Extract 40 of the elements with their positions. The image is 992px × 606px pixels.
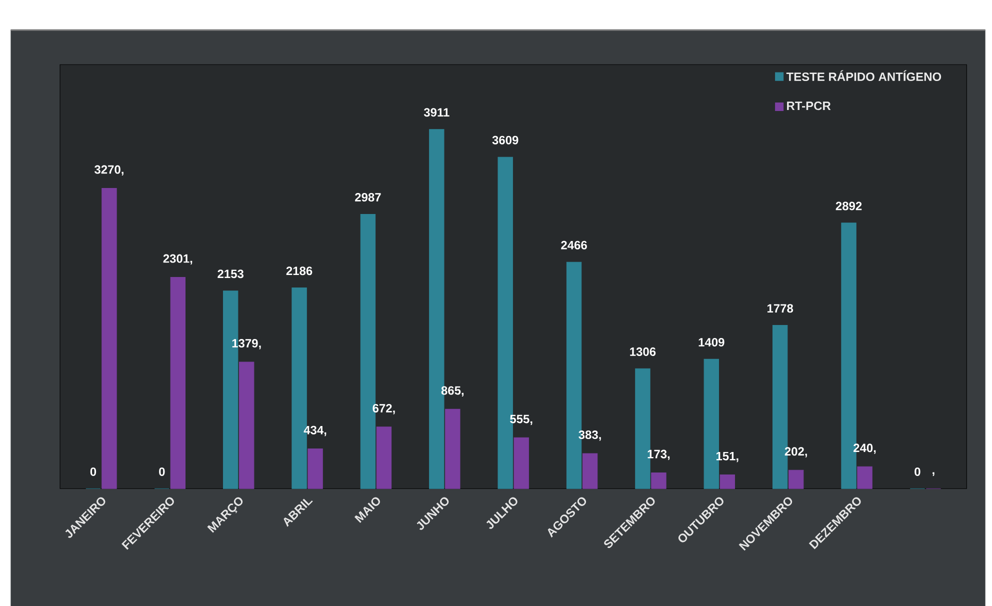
data-label: 3270, <box>94 165 124 176</box>
data-label: 3609 <box>492 136 518 144</box>
data-label: 1778 <box>767 304 794 313</box>
data-label: 3911 <box>424 108 450 117</box>
data-label: 2186 <box>286 266 312 276</box>
bar <box>514 437 529 489</box>
data-label: 0 <box>159 467 165 476</box>
bar <box>238 362 254 489</box>
data-label: 434, <box>304 426 326 436</box>
data-label: 151, <box>716 452 738 462</box>
bar <box>376 426 392 489</box>
data-label: 2987 <box>355 193 381 202</box>
data-label: , <box>932 472 934 476</box>
data-label: 173, <box>648 450 670 460</box>
data-label: 555, <box>510 414 532 425</box>
bar <box>308 448 323 489</box>
data-label: 2153 <box>218 270 244 278</box>
data-label: 2301, <box>163 254 192 265</box>
data-label: 1306 <box>630 347 656 356</box>
bar <box>857 466 872 489</box>
data-label: 0 <box>90 467 96 476</box>
data-label: 865, <box>441 386 464 396</box>
data-label: 2466 <box>561 240 587 250</box>
bar <box>445 408 460 489</box>
bar <box>170 276 186 489</box>
bar <box>788 470 804 489</box>
data-label: 0 <box>914 467 920 476</box>
data-label: 383, <box>578 430 601 441</box>
legend-label: RT-PCR <box>787 102 831 110</box>
data-label: 672, <box>372 404 395 414</box>
bar <box>720 474 735 489</box>
bar <box>102 188 117 489</box>
bar <box>651 472 666 489</box>
data-label: 1379, <box>232 339 261 350</box>
bar <box>582 453 598 489</box>
data-label: 2892 <box>836 202 862 210</box>
legend-label: TESTE RÁPIDO ANTÍGENO <box>786 70 942 82</box>
data-label: 202, <box>784 447 807 458</box>
data-label: 240, <box>854 444 876 454</box>
data-label: 1409 <box>698 338 724 346</box>
